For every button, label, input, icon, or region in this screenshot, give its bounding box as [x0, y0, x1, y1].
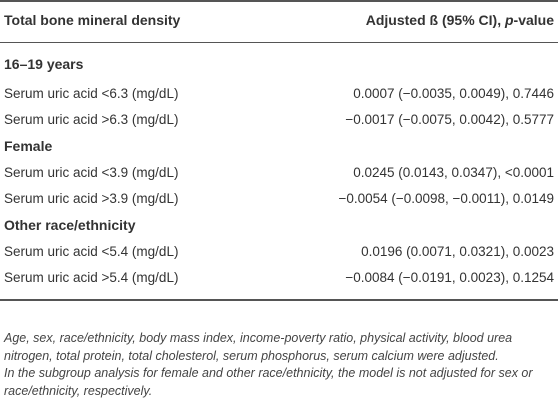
row-value: 0.0245 (0.0143, 0.0347), <0.0001	[353, 165, 554, 180]
group-title-age: 16–19 years	[4, 56, 84, 72]
header-col-estimate-suffix: -value	[513, 12, 554, 28]
header-col-estimate: Adjusted ß (95% CI), p-value	[366, 12, 554, 28]
row-label: Serum uric acid >3.9 (mg/dL)	[4, 191, 179, 206]
header-col-estimate-p: p	[504, 12, 514, 28]
footnote: In the subgroup analysis for female and …	[4, 366, 533, 398]
row-value: 0.0196 (0.0071, 0.0321), 0.0023	[361, 244, 554, 259]
row-label: Serum uric acid >6.3 (mg/dL)	[4, 112, 179, 127]
row-label: Serum uric acid <3.9 (mg/dL)	[4, 165, 179, 180]
group-title-female: Female	[4, 138, 53, 154]
row-value: −0.0017 (−0.0075, 0.0042), 0.5777	[345, 112, 554, 127]
group-title-race: Other race/ethnicity	[4, 217, 136, 233]
bottom-rule	[0, 299, 558, 301]
table-footnotes: Age, sex, race/ethnicity, body mass inde…	[4, 330, 554, 400]
footnote: Age, sex, race/ethnicity, body mass inde…	[4, 331, 513, 363]
row-value: −0.0084 (−0.0191, 0.0023), 0.1254	[345, 270, 554, 285]
row-value: 0.0007 (−0.0035, 0.0049), 0.7446	[353, 86, 554, 101]
header-rule	[0, 42, 558, 43]
header-col-measure: Total bone mineral density	[4, 12, 181, 28]
row-label: Serum uric acid <5.4 (mg/dL)	[4, 244, 179, 259]
header-col-estimate-prefix: Adjusted ß (95% CI),	[365, 12, 505, 28]
row-label: Serum uric acid >5.4 (mg/dL)	[4, 270, 179, 285]
row-value: −0.0054 (−0.0098, −0.0011), 0.0149	[338, 191, 554, 206]
row-label: Serum uric acid <6.3 (mg/dL)	[4, 86, 179, 101]
top-rule	[0, 0, 558, 2]
